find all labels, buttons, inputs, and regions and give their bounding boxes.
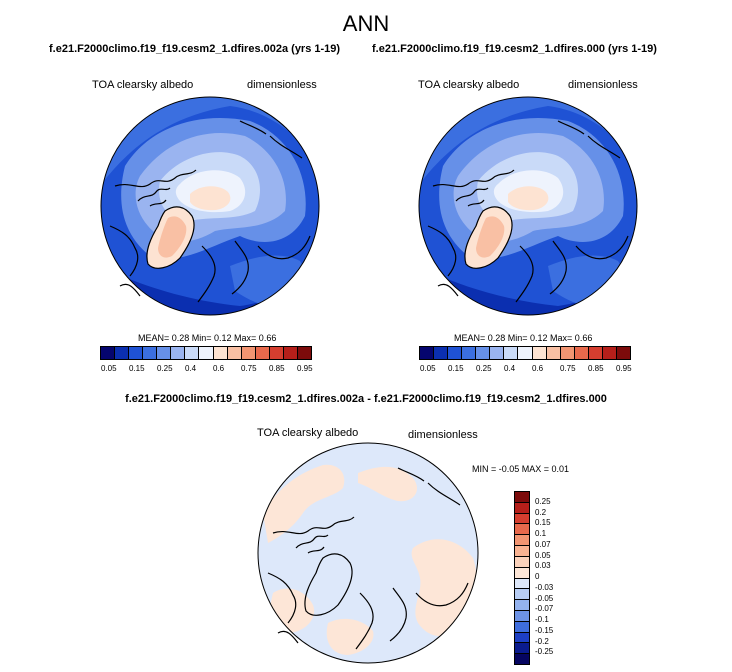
colorbar-swatch <box>515 567 529 579</box>
colorbar-tick-label: -0.1 <box>535 615 549 624</box>
colorbar-tick-label: 0.75 <box>241 364 257 373</box>
colorbar-swatch <box>515 556 529 568</box>
colorbar-tick-label: -0.2 <box>535 636 549 646</box>
colorbar-tick-label: 0.05 <box>101 364 117 373</box>
colorbar-tick-label: 0.25 <box>157 364 173 373</box>
difference-stats: MIN = -0.05 MAX = 0.01 <box>472 464 570 474</box>
colorbar-swatch <box>227 347 242 359</box>
colorbar-swatch <box>588 347 603 359</box>
panel1-case-label: f.e21.F2000climo.f19_f19.cesm2_1.dfires.… <box>49 43 341 55</box>
difference-units-label: dimensionless <box>408 429 478 441</box>
colorbar-swatch <box>515 632 529 644</box>
colorbar-tick-label: 0.25 <box>535 496 551 506</box>
colorbar-swatch <box>515 610 529 622</box>
panel1-units-label: dimensionless <box>247 79 317 91</box>
colorbar-tick-label: 0.15 <box>448 364 464 373</box>
colorbar-tick-label: -0.25 <box>535 647 554 657</box>
colorbar-swatch <box>515 535 529 547</box>
colorbar-swatch <box>515 643 529 655</box>
colorbar-swatch <box>515 513 529 525</box>
panel1-variable-label: TOA clearsky albedo <box>92 79 194 91</box>
colorbar-tick-label: 0.95 <box>297 364 313 373</box>
colorbar-tick-label: 0.15 <box>129 364 145 373</box>
panel2-case-label: f.e21.F2000climo.f19_f19.cesm2_1.dfires.… <box>372 43 657 55</box>
colorbar-swatch <box>283 347 298 359</box>
colorbar-tick-label: 0 <box>535 572 540 581</box>
colorbar-swatch <box>115 347 130 359</box>
colorbar-swatch <box>602 347 617 359</box>
difference-map <box>257 442 479 664</box>
panel1-colorbar <box>100 346 312 360</box>
panel2-colorbar <box>419 346 631 360</box>
colorbar-swatch <box>143 347 158 359</box>
panel2-units-label: dimensionless <box>568 79 638 91</box>
colorbar-tick-label: 0.1 <box>535 529 547 538</box>
colorbar-swatch <box>515 492 529 503</box>
colorbar-tick-label: 0.6 <box>213 364 225 373</box>
colorbar-tick-label: 0.4 <box>185 364 197 373</box>
colorbar-tick-label: 0.85 <box>269 364 285 373</box>
colorbar-swatch <box>171 347 186 359</box>
colorbar-swatch <box>515 546 529 557</box>
colorbar-swatch <box>213 347 228 359</box>
colorbar-swatch <box>255 347 270 359</box>
panel2-stats: MEAN= 0.28 Min= 0.12 Max= 0.66 <box>454 333 593 343</box>
colorbar-tick-label: 0.05 <box>535 550 551 560</box>
colorbar-swatch <box>199 347 214 359</box>
difference-variable-label: TOA clearsky albedo <box>257 427 359 439</box>
colorbar-swatch <box>297 347 311 359</box>
colorbar-tick-label: 0.2 <box>535 507 547 517</box>
colorbar-tick-label: 0.25 <box>476 364 492 373</box>
colorbar-swatch <box>490 347 505 359</box>
colorbar-swatch <box>269 347 284 359</box>
colorbar-tick-label: 0.95 <box>616 364 632 373</box>
colorbar-swatch <box>129 347 144 359</box>
colorbar-swatch <box>515 600 529 611</box>
colorbar-swatch <box>185 347 200 359</box>
colorbar-swatch <box>515 502 529 514</box>
colorbar-tick-label: 0.05 <box>420 364 436 373</box>
panel2-map <box>418 96 638 316</box>
colorbar-swatch <box>504 347 519 359</box>
colorbar-swatch <box>434 347 449 359</box>
colorbar-tick-label: 0.07 <box>535 539 551 549</box>
colorbar-swatch <box>574 347 589 359</box>
colorbar-swatch <box>515 578 529 590</box>
colorbar-swatch <box>515 621 529 633</box>
colorbar-tick-label: 0.15 <box>535 518 551 528</box>
colorbar-tick-label: 0.75 <box>560 364 576 373</box>
difference-colorbar <box>514 491 530 665</box>
panel1-map <box>100 96 320 316</box>
colorbar-swatch <box>420 347 435 359</box>
page-title: ANN <box>342 11 390 36</box>
colorbar-tick-label: -0.03 <box>535 582 554 592</box>
difference-title: f.e21.F2000climo.f19_f19.cesm2_1.dfires.… <box>125 393 607 405</box>
colorbar-tick-label: 0.85 <box>588 364 604 373</box>
colorbar-swatch <box>515 654 529 664</box>
colorbar-tick-label: -0.15 <box>535 625 554 635</box>
colorbar-swatch <box>448 347 463 359</box>
panel2-variable-label: TOA clearsky albedo <box>418 79 520 91</box>
colorbar-swatch <box>616 347 630 359</box>
panel1-stats: MEAN= 0.28 Min= 0.12 Max= 0.66 <box>138 333 277 343</box>
colorbar-swatch <box>157 347 172 359</box>
colorbar-tick-label: 0.03 <box>535 561 551 571</box>
colorbar-tick-label: -0.07 <box>535 604 554 614</box>
colorbar-swatch <box>101 347 116 359</box>
colorbar-swatch <box>518 347 533 359</box>
colorbar-swatch <box>515 589 529 601</box>
colorbar-swatch <box>241 347 256 359</box>
colorbar-tick-label: -0.05 <box>535 593 554 603</box>
colorbar-swatch <box>532 347 547 359</box>
colorbar-swatch <box>476 347 491 359</box>
colorbar-swatch <box>546 347 561 359</box>
colorbar-swatch <box>462 347 477 359</box>
colorbar-tick-label: 0.6 <box>532 364 544 373</box>
colorbar-swatch <box>560 347 575 359</box>
colorbar-swatch <box>515 524 529 536</box>
colorbar-tick-label: 0.4 <box>504 364 516 373</box>
